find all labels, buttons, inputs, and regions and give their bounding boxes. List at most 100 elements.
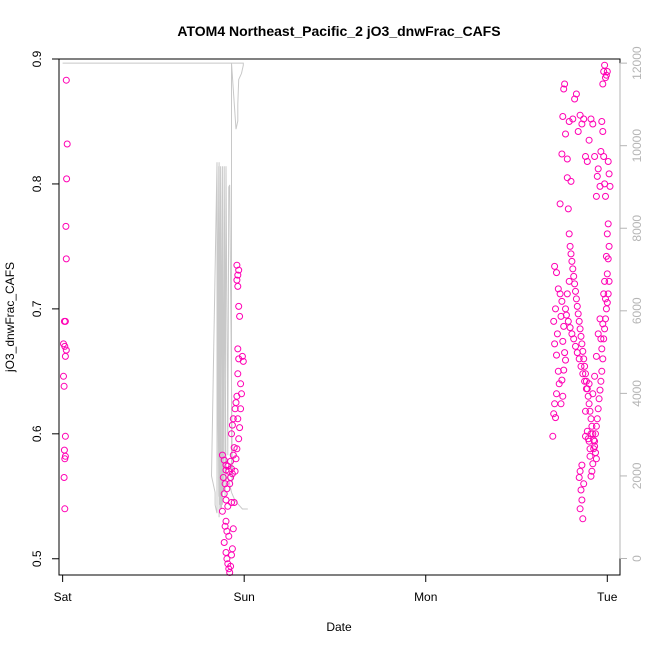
data-point bbox=[605, 170, 613, 178]
data-point bbox=[606, 182, 614, 190]
data-point bbox=[597, 335, 605, 343]
data-point bbox=[222, 461, 230, 469]
data-point bbox=[568, 257, 576, 265]
data-point bbox=[565, 118, 573, 125]
data-point bbox=[577, 362, 585, 370]
y2-axis: 0 2000 4000 6000 8000 10000 12000 bbox=[619, 46, 644, 562]
data-point bbox=[237, 380, 245, 388]
data-point bbox=[61, 432, 69, 440]
y-tick-label: 0.8 bbox=[30, 175, 44, 192]
data-point bbox=[559, 392, 567, 400]
data-point bbox=[558, 376, 566, 384]
data-point bbox=[233, 261, 241, 269]
data-point bbox=[570, 335, 578, 343]
y-tick-label: 0.9 bbox=[30, 50, 44, 67]
data-point bbox=[228, 499, 235, 506]
data-point bbox=[591, 372, 599, 380]
data-point bbox=[576, 111, 584, 119]
data-point bbox=[62, 222, 70, 230]
data-point bbox=[596, 182, 604, 190]
data-point bbox=[592, 430, 599, 438]
data-point bbox=[61, 455, 69, 463]
data-point bbox=[586, 407, 594, 415]
data-point bbox=[236, 424, 244, 432]
data-point bbox=[582, 153, 589, 160]
data-point bbox=[588, 467, 596, 475]
data-point bbox=[580, 355, 588, 363]
data-point bbox=[599, 80, 607, 88]
y-tick-label: 0.7 bbox=[30, 300, 44, 317]
y-tick-label: 0.6 bbox=[30, 425, 44, 442]
data-point bbox=[587, 415, 595, 423]
data-point bbox=[63, 140, 71, 148]
data-point bbox=[224, 462, 232, 470]
data-point bbox=[585, 437, 593, 445]
data-point bbox=[219, 474, 227, 481]
data-point bbox=[563, 174, 571, 182]
data-point bbox=[558, 297, 566, 305]
data-point bbox=[551, 340, 559, 348]
x-tick-label: Mon bbox=[414, 590, 437, 604]
data-point bbox=[228, 430, 235, 438]
data-point bbox=[224, 502, 232, 510]
y-tick-label: 0.5 bbox=[30, 550, 44, 567]
data-point bbox=[238, 390, 245, 398]
data-point bbox=[565, 277, 573, 285]
data-point bbox=[585, 136, 593, 144]
data-point bbox=[233, 276, 241, 284]
data-point bbox=[601, 277, 609, 285]
data-point bbox=[550, 317, 558, 325]
y2-tick-label: 2000 bbox=[630, 462, 644, 489]
data-point bbox=[603, 299, 611, 307]
data-point bbox=[586, 445, 594, 453]
data-point bbox=[234, 271, 242, 279]
data-point bbox=[561, 349, 569, 357]
data-point bbox=[220, 490, 228, 498]
data-point bbox=[564, 317, 572, 325]
data-point bbox=[63, 175, 71, 183]
data-point bbox=[566, 242, 574, 250]
data-point bbox=[600, 335, 608, 343]
data-point bbox=[565, 230, 573, 238]
data-point bbox=[549, 432, 557, 440]
data-point bbox=[571, 95, 579, 103]
data-point bbox=[234, 415, 242, 423]
data-point bbox=[602, 315, 609, 323]
data-point bbox=[562, 130, 569, 138]
data-point bbox=[60, 382, 68, 390]
data-point bbox=[592, 449, 599, 457]
data-point bbox=[60, 446, 68, 454]
data-point bbox=[61, 352, 69, 360]
altitude-line bbox=[62, 62, 248, 518]
data-point bbox=[593, 415, 601, 423]
data-point bbox=[567, 250, 575, 258]
data-point bbox=[560, 85, 568, 93]
data-point bbox=[232, 455, 240, 463]
data-point bbox=[578, 340, 586, 348]
y-axis-label: jO3_dnwFrac_CAFS bbox=[3, 262, 17, 373]
x-tick-label: Tue bbox=[597, 590, 618, 604]
data-point bbox=[598, 367, 606, 375]
data-point bbox=[62, 255, 70, 263]
data-point bbox=[582, 407, 589, 415]
data-point bbox=[574, 128, 582, 135]
data-point bbox=[234, 345, 242, 353]
data-point bbox=[559, 113, 567, 120]
data-point bbox=[560, 322, 568, 330]
data-point bbox=[578, 120, 586, 128]
data-point bbox=[235, 435, 243, 443]
data-point bbox=[597, 148, 605, 155]
data-point bbox=[575, 317, 583, 325]
data-point bbox=[232, 399, 240, 407]
data-point bbox=[603, 230, 611, 238]
x-tick-label: Sat bbox=[54, 590, 73, 604]
data-point bbox=[222, 517, 230, 525]
data-point bbox=[552, 414, 559, 422]
data-point bbox=[556, 290, 564, 298]
data-point bbox=[227, 474, 235, 481]
data-point bbox=[553, 269, 560, 277]
data-point bbox=[230, 499, 238, 506]
data-point bbox=[561, 80, 569, 88]
data-point bbox=[603, 270, 611, 278]
